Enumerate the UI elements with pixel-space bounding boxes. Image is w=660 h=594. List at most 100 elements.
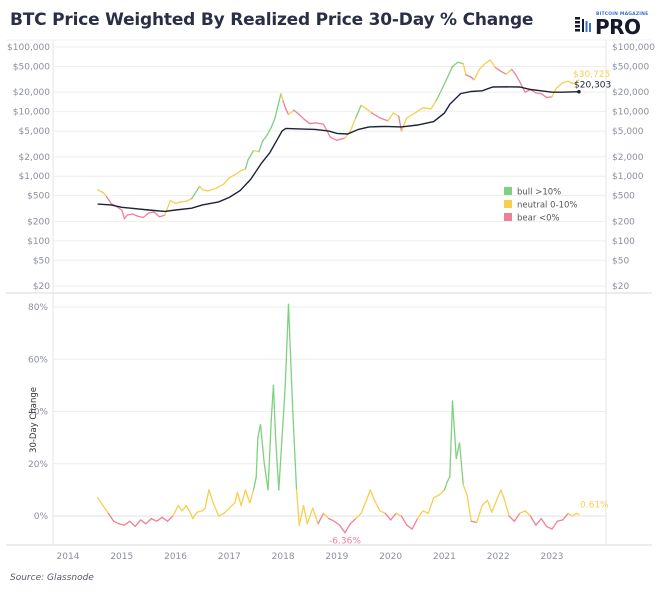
change-segment-neutral <box>491 502 497 513</box>
change-segment-neutral <box>217 512 225 517</box>
price-tick-label-right: $2,000 <box>612 153 644 163</box>
change-segment-bear <box>470 520 478 524</box>
price-segment-bear <box>309 122 317 125</box>
price-segment-neutral <box>166 199 171 209</box>
change-segment-neutral <box>302 504 308 525</box>
change-segment-bear <box>107 512 115 522</box>
price-segment-bear <box>282 100 287 110</box>
price-segment-neutral <box>365 108 373 114</box>
change-segment-neutral <box>416 510 424 520</box>
change-segment-neutral <box>322 512 330 520</box>
year-tick-label: 2022 <box>487 552 510 562</box>
change-segment-bear <box>317 512 325 525</box>
price-segment-bear <box>336 137 346 141</box>
year-tick-label: 2019 <box>325 552 348 562</box>
change-segment-neutral <box>422 510 429 515</box>
price-tick-label-right: $20,000 <box>612 88 649 98</box>
change-segment-neutral <box>500 489 506 501</box>
price-segment-bull <box>278 92 282 103</box>
price-tick-label-left: $100 <box>27 237 50 247</box>
price-tick-label-left: $20,000 <box>13 88 50 98</box>
price-segment-bear <box>121 209 126 220</box>
change-segment-neutral <box>379 510 386 515</box>
price-segment-neutral <box>473 68 481 81</box>
price-segment-neutral <box>252 149 260 153</box>
change-segment-neutral <box>306 507 314 525</box>
price-tick-label-left: $2,000 <box>19 153 51 163</box>
change-segment-bull <box>287 303 294 413</box>
price-axis-right: $100,000 $50,000 $20,000 $10,000 $5,000 $2,00… <box>612 43 655 292</box>
change-segment-neutral <box>575 512 580 516</box>
realized-price-end-dot <box>577 89 581 94</box>
change-segment-neutral <box>481 499 489 507</box>
price-segment-bull <box>247 149 255 161</box>
change-segment-neutral <box>208 489 214 504</box>
change-segment-bear <box>118 523 126 526</box>
price-segment-bear <box>314 122 325 125</box>
price-tick-label-right: $100 <box>612 237 635 247</box>
price-tick-label-right: $5,000 <box>612 127 644 137</box>
change-segment-bear <box>139 519 147 525</box>
price-segment-neutral <box>462 63 467 76</box>
change-segment-neutral <box>96 497 104 507</box>
change-segment-neutral <box>102 504 109 515</box>
change-min-label: -6.36% <box>329 537 361 547</box>
change-segment-bear <box>156 516 163 522</box>
change-segment-neutral <box>369 489 376 501</box>
change-segment-neutral <box>373 499 381 512</box>
realized-price-series <box>97 86 581 213</box>
price-segment-neutral <box>169 199 177 205</box>
change-segment-bear <box>328 517 335 522</box>
change-segment-neutral <box>228 502 236 509</box>
change-segment-neutral <box>298 504 305 526</box>
price-segment-neutral <box>567 80 575 85</box>
change-segment-neutral <box>244 489 251 504</box>
price-tick-label-right: $500 <box>612 192 635 202</box>
price-segment-neutral <box>280 92 284 102</box>
change-segment-bear <box>529 515 537 526</box>
change-segment-neutral <box>486 499 493 513</box>
price-segment-bear <box>545 96 553 99</box>
price-tick-label-left: $50 <box>33 256 50 266</box>
change-segment-bull <box>263 463 269 491</box>
price-segment-neutral <box>406 112 416 119</box>
price-segment-neutral <box>199 185 204 191</box>
year-tick-label: 2014 <box>57 552 80 562</box>
price-segment-neutral <box>185 197 193 202</box>
price-axis-left: $100,000 $50,000 $20,000 $10,000 $5,000 $2,00… <box>7 43 50 292</box>
change-segment-neutral <box>494 489 502 504</box>
change-segment-bear <box>406 524 413 530</box>
price-segment-bear <box>329 136 338 141</box>
price-segment-neutral <box>484 59 491 65</box>
year-axis: 2014 2015 2016 2017 2018 2019 2020 2021 2022 2023 <box>57 552 564 562</box>
change-segment-neutral <box>365 489 371 501</box>
change-segment-bull <box>451 400 457 460</box>
bars-logo-icon <box>575 17 591 32</box>
price-segment-bear <box>131 213 139 217</box>
price-segment-neutral <box>572 79 580 85</box>
price-segment-neutral <box>349 117 357 132</box>
change-segment-bear <box>113 520 120 525</box>
logo-subtitle: BITCOIN MAGAZINE <box>596 12 649 17</box>
price-segment-neutral <box>400 117 408 132</box>
price-tick-label-left: $50,000 <box>13 62 50 72</box>
change-axis-label: 30-Day Change <box>29 387 39 453</box>
price-segment-bear <box>535 92 542 95</box>
change-segment-bull <box>284 303 290 387</box>
source-note: Source: Glassnode <box>10 573 94 583</box>
change-segment-neutral <box>204 489 210 509</box>
year-tick-label: 2016 <box>164 552 187 562</box>
price-segment-bear <box>303 119 311 125</box>
change-segment-bull <box>446 476 451 483</box>
price-segment-bear <box>398 115 403 132</box>
price-tick-label-left: $5,000 <box>19 127 51 137</box>
price-segment-bear <box>293 109 300 116</box>
change-segment-neutral <box>476 504 483 524</box>
price-tick-label-right: $200 <box>612 217 635 227</box>
legend-label-bull: bull >10% <box>517 188 561 198</box>
change-tick-label: 60% <box>28 355 48 365</box>
change-segment-bear <box>400 515 408 526</box>
change-segment-bear <box>344 523 351 534</box>
year-tick-label: 2023 <box>541 552 564 562</box>
change-segment-neutral <box>189 512 194 520</box>
